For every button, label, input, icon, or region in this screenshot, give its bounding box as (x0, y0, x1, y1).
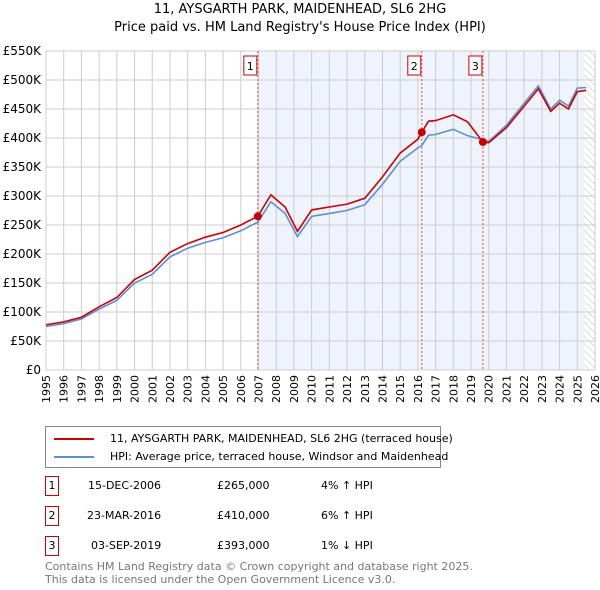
sale-label: 3 (472, 60, 479, 73)
x-tick-label: 2004 (199, 375, 212, 403)
footer: Contains HM Land Registry data © Crown c… (45, 560, 473, 586)
x-tick-label: 1997 (75, 375, 88, 403)
x-tick-label: 2009 (288, 375, 301, 403)
x-tick-label: 2010 (306, 375, 319, 403)
legend-label-property: 11, AYSGARTH PARK, MAIDENHEAD, SL6 2HG (… (110, 432, 453, 445)
x-tick-label: 2025 (571, 375, 584, 403)
x-tick-label: 1996 (58, 375, 71, 403)
legend-label-hpi: HPI: Average price, terraced house, Wind… (110, 450, 449, 463)
x-tick-label: 2002 (164, 375, 177, 403)
x-tick-label: 1998 (93, 375, 106, 403)
x-tick-label: 2015 (394, 375, 407, 403)
sale-row: 2 23-MAR-2016 £410,000 6% ↑ HPI (45, 506, 465, 526)
sale-price: £265,000 (217, 479, 270, 492)
y-tick-label: £500K (3, 73, 43, 87)
x-tick-label: 2021 (500, 375, 513, 403)
x-tick-label: 2013 (359, 375, 372, 403)
sale-price: £393,000 (217, 539, 270, 552)
sale-row: 1 15-DEC-2006 £265,000 4% ↑ HPI (45, 476, 465, 496)
sale-date: 23-MAR-2016 (87, 509, 162, 522)
y-tick-label: £0 (26, 363, 41, 377)
sale-date: 15-DEC-2006 (88, 479, 162, 492)
x-tick-label: 1999 (111, 375, 124, 403)
x-tick-label: 2006 (235, 375, 248, 403)
hpi-line (45, 84, 587, 328)
x-tick-label: 1995 (40, 375, 53, 403)
sale-label-box (407, 55, 422, 76)
sale-price: £410,000 (217, 509, 270, 522)
x-tick-label: 2023 (536, 375, 549, 403)
sale-point (417, 128, 426, 137)
hatched-future (584, 51, 595, 370)
sale-hpi-diff: 6% ↑ HPI (321, 509, 373, 522)
sale-row: 3 03-SEP-2019 £393,000 1% ↓ HPI (45, 536, 465, 556)
x-tick-label: 2014 (376, 375, 389, 403)
legend-swatch-property (54, 438, 94, 440)
x-tick-label: 2012 (341, 375, 354, 403)
shaded-period (257, 51, 585, 370)
chart-title: 11, AYSGARTH PARK, MAIDENHEAD, SL6 2HG (153, 2, 447, 17)
x-tick-label: 2020 (483, 375, 496, 403)
y-tick-label: £150K (3, 276, 43, 290)
y-tick-label: £300K (3, 189, 43, 203)
property-line (45, 87, 587, 326)
legend: 11, AYSGARTH PARK, MAIDENHEAD, SL6 2HG (… (45, 426, 453, 468)
y-tick-label: £100K (3, 305, 43, 319)
sale-hpi-diff: 1% ↓ HPI (321, 539, 373, 552)
y-tick-label: £200K (3, 247, 43, 261)
y-tick-label: £50K (10, 334, 42, 348)
x-tick-label: 2011 (323, 375, 336, 403)
x-tick-label: 2001 (146, 375, 159, 403)
sale-label-box (468, 55, 483, 76)
x-tick-label: 2018 (447, 375, 460, 403)
x-tick-label: 2007 (253, 375, 266, 403)
y-tick-label: £250K (3, 218, 43, 232)
sale-date: 03-SEP-2019 (91, 539, 162, 552)
sale-label-box (243, 55, 258, 76)
footer-line: Contains HM Land Registry data © Crown c… (45, 560, 473, 573)
x-tick-label: 2017 (430, 375, 443, 403)
x-tick-label: 2024 (554, 375, 567, 403)
x-tick-label: 2003 (182, 375, 195, 403)
sale-point (253, 212, 262, 221)
sale-point (478, 138, 487, 147)
x-tick-label: 2022 (518, 375, 531, 403)
sale-marker-label: 3 (45, 536, 59, 556)
y-tick-label: £450K (3, 102, 43, 116)
sale-label: 2 (411, 60, 418, 73)
sale-marker-label: 1 (45, 476, 59, 496)
x-tick-label: 2008 (270, 375, 283, 403)
sale-hpi-diff: 4% ↑ HPI (321, 479, 373, 492)
x-tick-label: 2019 (465, 375, 478, 403)
x-tick-label: 2005 (217, 375, 230, 403)
chart-subtitle: Price paid vs. HM Land Registry's House … (114, 20, 486, 35)
chart: 1995 1996 1997 1998 1999 2000 2001 2002 2003 2004… (3, 44, 600, 403)
x-tick-label: 2026 (589, 375, 600, 403)
y-tick-label: £350K (3, 160, 43, 174)
sale-marker-label: 2 (45, 506, 59, 526)
y-tick-label: £400K (3, 131, 43, 145)
legend-swatch-hpi (54, 456, 94, 458)
x-tick-label: 2000 (129, 375, 142, 403)
sale-label: 1 (247, 60, 254, 73)
footer-line: This data is licensed under the Open Gov… (45, 573, 396, 586)
x-tick-label: 2016 (412, 375, 425, 403)
y-tick-label: £550K (3, 44, 43, 58)
